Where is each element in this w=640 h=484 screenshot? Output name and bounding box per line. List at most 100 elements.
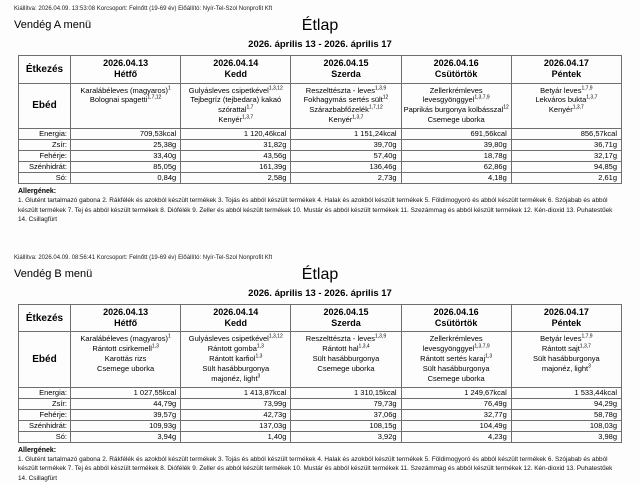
allergen-marks: 1,3,7: [586, 94, 598, 101]
nutrition-value: 2,73g: [290, 172, 402, 185]
nutrition-label: Só:: [18, 172, 71, 185]
menu-item-name: Csemege uborka: [427, 373, 485, 383]
menu-item: Sült hasábburgonya: [514, 354, 619, 364]
nutrition-value: 1 413,87kcal: [180, 386, 292, 399]
day-header: 2026.04.15 Szerda: [290, 303, 402, 333]
meal-row: Ebéd Karalábéleves (magyaros)1 Rántott cs…: [18, 331, 623, 388]
nutrition-value: 108,03g: [510, 419, 623, 432]
menu-item-name: Rántott sajt: [541, 344, 580, 354]
nutrition-value: 39,57g: [69, 408, 182, 421]
nutrition-value: 73,99g: [180, 397, 292, 410]
menu-item: Kenyér1,3,7: [183, 115, 288, 125]
menu-item-name: Tejbegríz (tejbedara) kakaó szórattal: [190, 95, 282, 115]
allergens-block: Allergének: 1. Glutént tartalmazó gabona…: [18, 447, 622, 484]
nutrition-value: 1 533,44kcal: [510, 386, 623, 399]
allergen-marks: 3: [257, 373, 261, 380]
page-title: Étlap: [301, 265, 339, 283]
menu-item-name: Rántott karfiol: [209, 354, 256, 364]
meal-row-label: Ebéd: [18, 331, 71, 388]
menu-item-name: Lekváros bukta: [535, 95, 587, 105]
menu-item: Szárazbabfőzelék1,7,12: [293, 105, 398, 115]
day-date: 2026.04.17: [543, 306, 589, 317]
nutrition-row: Fehérje: 39,57g 42,73g 37,06g 32,77g 58,78g: [18, 408, 623, 421]
allergens-text: 1. Glutént tartalmazó gabona 2. Rákfélék…: [18, 197, 613, 224]
allergen-marks: 1,3,7,9: [474, 343, 490, 350]
nutrition-value: 108,15g: [290, 419, 402, 432]
nutrition-value: 104,49g: [400, 419, 512, 432]
allergen-marks: 1,3,7: [242, 114, 254, 121]
allergen-marks: 1,3,9: [375, 85, 387, 91]
nutrition-value: 31,82g: [180, 139, 292, 152]
day-name: Szerda: [331, 69, 361, 80]
day-name: Kedd: [224, 318, 248, 329]
menu-item-name: Reszelttészta - leves: [305, 85, 375, 95]
nutrition-row: Só: 3,94g 1,40g 3,92g 4,23g 3,98g: [18, 430, 623, 443]
day-date: 2026.04.13: [103, 58, 149, 68]
menu-item-name: Sült hasábburgonya: [202, 364, 270, 374]
menu-item: Rántott csirkemell1,3: [73, 344, 178, 354]
nutrition-value: 856,57kcal: [510, 128, 623, 141]
day-name: Péntek: [551, 318, 582, 329]
menu-item: Karalábéleves (magyaros)1: [73, 86, 178, 96]
nutrition-row: Zsír: 25,38g 31,82g 39,70g 39,80g 36,71g: [18, 139, 623, 152]
day-header: 2026.04.13 Hétfő: [69, 303, 182, 333]
meal-items-cell: Karalábéleves (magyaros)1 Rántott csirkem…: [69, 331, 182, 388]
menu-item: Rántott hal1,3,4: [293, 344, 398, 354]
day-name: Hétfő: [114, 69, 138, 80]
allergens-title: Allergének:: [18, 188, 57, 196]
menu-item: Rántott sajt1,3,7: [514, 344, 619, 354]
allergen-marks: 1: [167, 85, 171, 91]
menu-item: Kenyér1,3,7: [293, 115, 398, 125]
menu-document-page: { "menus": [ { "issued_line": "Kiállítva…: [14, 6, 623, 483]
day-header: 2026.04.16 Csütörtök: [400, 55, 512, 84]
allergen-marks: 1,3,9: [375, 333, 387, 340]
page-title: Étlap: [301, 17, 339, 34]
day-date: 2026.04.16: [433, 58, 479, 68]
menu-item: Rántott karfiol1,3: [183, 354, 288, 364]
weekly-menu-table: Étkezés 2026.04.13 Hétfő 2026.04.14 Kedd 202…: [18, 303, 623, 443]
menu-item: majonéz, light3: [514, 364, 619, 374]
nutrition-value: 4,18g: [400, 172, 512, 185]
nutrition-body: Ebéd Karalábéleves (magyaros)1 Bolognai s…: [18, 82, 623, 185]
allergen-marks: 1,3: [256, 343, 264, 350]
menu-item-name: Betyár leves: [540, 334, 582, 344]
meal-items-cell: Reszelttészta - leves1,3,9 Rántott hal1,3…: [290, 331, 402, 388]
menu-item-name: Karottás rizs: [104, 354, 147, 364]
allergen-marks: 1,7,9: [581, 333, 593, 340]
table-header-row: Étkezés 2026.04.13 Hétfő 2026.04.14 Kedd 202…: [18, 55, 623, 84]
day-header: 2026.04.14 Kedd: [180, 55, 292, 84]
day-date: 2026.04.15: [323, 58, 369, 68]
menu-item-name: Fokhagymás sertés sült: [303, 95, 383, 105]
menu-item: Csemege uborka: [404, 115, 509, 125]
menu-item-name: Gulyásleves csipetkével: [188, 334, 269, 344]
menu-item-name: Kenyér: [218, 115, 243, 125]
nutrition-value: 39,80g: [400, 139, 512, 152]
nutrition-row: Szénhidrát: 85,05g 161,39g 136,46g 62,86g 94,…: [18, 161, 623, 174]
menu-item: Gulyásleves csipetkével1,3,12: [183, 86, 288, 96]
day-date: 2026.04.15: [323, 306, 369, 317]
day-date: 2026.04.17: [543, 58, 589, 68]
allergen-marks: 1,3: [485, 353, 493, 360]
nutrition-value: 39,70g: [290, 139, 402, 152]
menu-item-name: Csemege uborka: [97, 364, 155, 374]
allergen-marks: 1,3,12: [268, 85, 283, 91]
nutrition-row: Energia: 709,53kcal 1 120,46kcal 1 151,24kc…: [18, 128, 623, 141]
nutrition-value: 94,85g: [510, 161, 623, 174]
menu-item: Kenyér1,3,7: [514, 105, 619, 115]
nutrition-row: Só: 0,84g 2,58g 2,73g 4,18g 2,61g: [18, 172, 623, 185]
nutrition-value: 25,38g: [69, 139, 182, 152]
menu-item-name: Paprikás burgonya kolbásszal: [403, 105, 504, 115]
date-range: 2026. április 13 - 2026. április 17: [248, 287, 392, 299]
day-date: 2026.04.14: [213, 58, 259, 68]
nutrition-value: 2,58g: [180, 172, 292, 185]
menu-item-name: Reszelttészta - leves: [305, 334, 375, 344]
nutrition-label: Energia:: [18, 128, 71, 141]
nutrition-row: Zsír: 44,79g 73,99g 79,73g 76,49g 94,29g: [18, 397, 623, 410]
menu-item: Zellerkrémleves levesgyönggyel1,3,7,9: [404, 86, 509, 106]
nutrition-row: Fehérje: 33,40g 43,56g 57,40g 18,78g 32,17g: [18, 150, 623, 163]
nutrition-value: 1 310,15kcal: [290, 386, 402, 399]
nutrition-value: 33,40g: [69, 150, 182, 163]
menu-item-name: Szárazbabfőzelék: [309, 105, 369, 115]
nutrition-value: 58,78g: [510, 408, 623, 421]
